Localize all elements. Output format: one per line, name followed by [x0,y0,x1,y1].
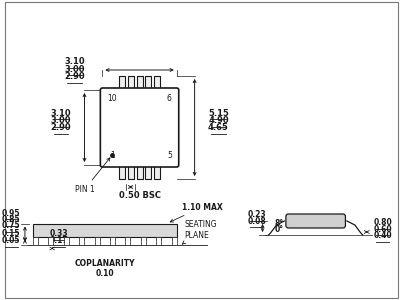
Bar [154,76,160,90]
Text: 3.00: 3.00 [64,64,85,74]
Text: 6: 6 [167,94,172,103]
Text: 3.10: 3.10 [64,57,85,66]
Text: 0.60: 0.60 [373,224,392,233]
Text: 5: 5 [167,151,172,160]
Bar [146,76,152,90]
Bar [119,76,125,90]
Text: 10: 10 [107,94,117,103]
Bar [128,165,134,179]
Text: 0.80: 0.80 [373,218,392,227]
Text: 0.08: 0.08 [247,217,266,226]
Text: PIN 1: PIN 1 [74,158,110,194]
Text: 0.05: 0.05 [2,236,20,245]
Text: 0.15: 0.15 [2,230,20,238]
Bar [172,236,177,244]
Text: 0.17: 0.17 [49,236,68,245]
Bar [136,76,142,90]
Text: 3.00: 3.00 [50,116,71,125]
Text: 1.10 MAX: 1.10 MAX [170,202,222,222]
Text: 0.85: 0.85 [2,215,20,224]
Bar [156,236,161,244]
Bar [48,236,53,244]
Text: 3.10: 3.10 [50,109,71,118]
Text: 0.33: 0.33 [50,230,68,238]
Text: 0.95: 0.95 [2,208,20,217]
Text: 4.90: 4.90 [208,116,229,125]
Bar [126,236,130,244]
Text: 1: 1 [110,151,115,160]
Text: 0.40: 0.40 [373,231,392,240]
Bar [33,236,38,244]
Text: COPLANARITY
0.10: COPLANARITY 0.10 [74,259,135,278]
Text: 8°: 8° [274,219,284,228]
Text: SEATING
PLANE: SEATING PLANE [182,220,217,244]
FancyBboxPatch shape [100,88,179,167]
Text: 0.75: 0.75 [2,221,20,230]
Bar [64,236,69,244]
Bar [33,224,177,236]
Bar [154,165,160,179]
Bar [136,165,142,179]
Bar [141,236,146,244]
Text: 0°: 0° [274,225,284,234]
Text: 0.50 BSC: 0.50 BSC [118,191,160,200]
Text: 5.15: 5.15 [208,109,229,118]
Bar [146,165,152,179]
Bar [119,165,125,179]
Bar [95,236,100,244]
Text: 0.23: 0.23 [247,210,266,219]
Bar [79,236,84,244]
Bar [128,76,134,90]
Bar [110,236,115,244]
Text: 4.65: 4.65 [208,124,229,133]
Text: 2.90: 2.90 [50,124,71,133]
FancyBboxPatch shape [286,214,346,228]
Text: 2.90: 2.90 [64,72,85,81]
